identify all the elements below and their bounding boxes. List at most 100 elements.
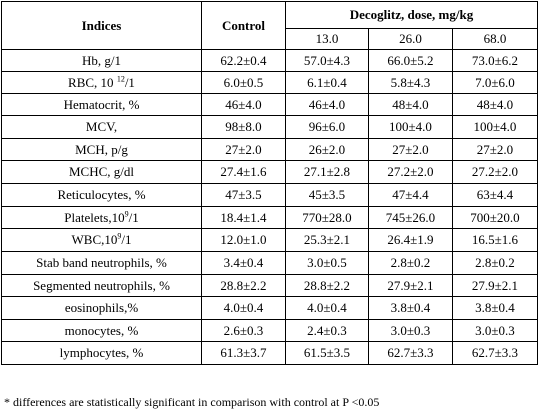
dose-26-value: 5.8±4.3 [368, 71, 453, 94]
row-label: lymphocytes, % [1, 341, 202, 365]
table-row: Platelets,109/1 18.4±1.4 770±28.0 745±26.0 7… [1, 206, 538, 229]
dose-68-value: 27.2±2.0 [452, 160, 538, 184]
row-label-text: MCH, p/g [75, 141, 128, 157]
control-value: 46±4.0 [201, 93, 286, 116]
table-row: Hb, g/1 62.2±0.4 57.0±4.3 66.0±5.2 73.0±6.2 [1, 49, 538, 72]
row-label-unit: /1 [121, 232, 132, 247]
row-label: Segmented neutrophils, % [1, 274, 202, 297]
dose-68-value: 2.8±0.2 [452, 251, 538, 275]
row-label: MCV, [1, 115, 202, 139]
row-label: Reticulocytes, % [1, 183, 202, 207]
dose-26-value: 66.0±5.2 [368, 49, 453, 72]
control-header: Control [201, 1, 286, 50]
row-label-text: lymphocytes, % [59, 345, 144, 360]
dose-26-value: 47±4.4 [368, 183, 453, 207]
dose-68-value: 16.5±1.6 [452, 228, 538, 252]
table-row: Reticulocytes, % 47±3.5 45±3.5 47±4.4 63±4.4 [1, 183, 538, 207]
control-value: 4.0±0.4 [201, 296, 286, 320]
table-row: WBC,109/1 12.0±1.0 25.3±2.1 26.4±1.9 16.5±1.… [1, 228, 538, 252]
control-value: 28.8±2.2 [201, 274, 286, 297]
dose-26-value: 48±4.0 [368, 93, 453, 116]
dose-13-value: 26±2.0 [285, 138, 369, 161]
row-label: Hematocrit, % [1, 93, 202, 116]
row-label-superscript: 9 [117, 231, 122, 241]
row-label-unit: /1 [124, 74, 135, 90]
table-row: RBC, 10 12/1 6.0±0.5 6.1±0.4 5.8±4.3 7.0±6.0 [1, 71, 538, 94]
row-label-unit: /1 [128, 209, 139, 225]
table-row: MCV, 98±8.0 96±6.0 100±4.0 100±4.0 [1, 115, 538, 139]
table-row: Hematocrit, % 46±4.0 46±4.0 48±4.0 48±4.0 [1, 93, 538, 116]
dose-68-value: 48±4.0 [452, 93, 538, 116]
control-value: 27.4±1.6 [201, 160, 286, 184]
table-body: Hb, g/1 62.2±0.4 57.0±4.3 66.0±5.2 73.0±6.2 R… [1, 49, 538, 365]
control-value: 98±8.0 [201, 115, 286, 139]
table-row: monocytes, % 2.6±0.3 2.4±0.3 3.0±0.3 3.0±0.3 [1, 319, 538, 342]
row-label-text: MCV, [85, 119, 118, 134]
control-value: 18.4±1.4 [201, 206, 286, 229]
row-label-text: Segmented neutrophils, % [33, 277, 170, 293]
control-value: 61.3±3.7 [201, 341, 286, 365]
control-value: 2.6±0.3 [201, 319, 286, 342]
row-label: MCH, p/g [1, 138, 202, 161]
dose-header-68: 68.0 [452, 28, 538, 50]
dose-68-value: 73.0±6.2 [452, 49, 538, 72]
row-label: MCHC, g/dl [1, 160, 202, 184]
dose-68-value: 3.0±0.3 [452, 319, 538, 342]
dose-13-value: 4.0±0.4 [285, 296, 369, 320]
indices-header: Indices [1, 1, 202, 50]
dose-26-value: 3.0±0.3 [368, 319, 453, 342]
row-label-text: monocytes, % [64, 322, 139, 338]
control-value: 3.4±0.4 [201, 251, 286, 275]
row-label-text: MCHC, g/dl [68, 164, 134, 179]
dose-68-value: 27.9±2.1 [452, 274, 538, 297]
control-value: 12.0±1.0 [201, 228, 286, 252]
row-label: Stab band neutrophils, % [1, 251, 202, 275]
row-label-text: eosinophils,% [64, 300, 139, 315]
row-label-superscript: 12 [116, 74, 125, 84]
dose-68-value: 7.0±6.0 [452, 71, 538, 94]
dose-26-value: 745±26.0 [368, 206, 453, 229]
row-label-text: Stab band neutrophils, % [36, 255, 167, 270]
table-row: eosinophils,% 4.0±0.4 4.0±0.4 3.8±0.4 3.8±0.… [1, 296, 538, 320]
dose-13-value: 25.3±2.1 [285, 228, 369, 252]
dose-13-value: 57.0±4.3 [285, 49, 369, 72]
dose-26-value: 3.8±0.4 [368, 296, 453, 320]
row-label: RBC, 10 12/1 [1, 71, 202, 94]
dose-13-value: 45±3.5 [285, 183, 369, 207]
row-label: Hb, g/1 [1, 49, 202, 72]
dose-header-13: 13.0 [285, 28, 369, 50]
row-label-text: Reticulocytes, % [57, 187, 146, 202]
control-value: 27±2.0 [201, 138, 286, 161]
dose-13-value: 61.5±3.5 [285, 341, 369, 365]
dose-68-value: 27±2.0 [452, 138, 538, 161]
footnote: * differences are statistically signific… [4, 395, 380, 409]
dose-group-header: Decoglitz, dose, mg/kg [285, 1, 538, 29]
dose-header-26: 26.0 [368, 28, 453, 50]
dose-13-value: 96±6.0 [285, 115, 369, 139]
dose-26-value: 27.2±2.0 [368, 160, 453, 184]
dose-26-value: 100±4.0 [368, 115, 453, 139]
table-row: MCHC, g/dl 27.4±1.6 27.1±2.8 27.2±2.0 27.2±2… [1, 160, 538, 184]
header-row-top: Indices Control Decoglitz, dose, mg/kg [1, 1, 538, 50]
dose-13-value: 46±4.0 [285, 93, 369, 116]
row-label-text: Hb, g/1 [82, 52, 121, 68]
row-label-text: Platelets,10 [64, 209, 125, 225]
dose-26-value: 2.8±0.2 [368, 251, 453, 275]
dose-26-value: 62.7±3.3 [368, 341, 453, 365]
header-row-doses: 13.0 26.0 68.0 [2, 28, 538, 50]
dose-13-value: 2.4±0.3 [285, 319, 369, 342]
table-row: Segmented neutrophils, % 28.8±2.2 28.8±2.2… [1, 274, 538, 297]
dose-26-value: 27±2.0 [368, 138, 453, 161]
dose-68-value: 63±4.4 [452, 183, 538, 207]
dose-68-value: 100±4.0 [452, 115, 538, 139]
row-label-text: WBC,10 [71, 232, 118, 247]
dose-13-value: 770±28.0 [285, 206, 369, 229]
row-label: monocytes, % [1, 319, 202, 342]
dose-68-value: 62.7±3.3 [452, 341, 538, 365]
results-table: Indices Control Decoglitz, dose, mg/kg 1… [1, 1, 538, 365]
row-label-superscript: 9 [124, 209, 129, 219]
dose-68-value: 3.8±0.4 [452, 296, 538, 320]
dose-13-value: 3.0±0.5 [285, 251, 369, 275]
control-value: 62.2±0.4 [201, 49, 286, 72]
row-label: eosinophils,% [1, 296, 202, 320]
